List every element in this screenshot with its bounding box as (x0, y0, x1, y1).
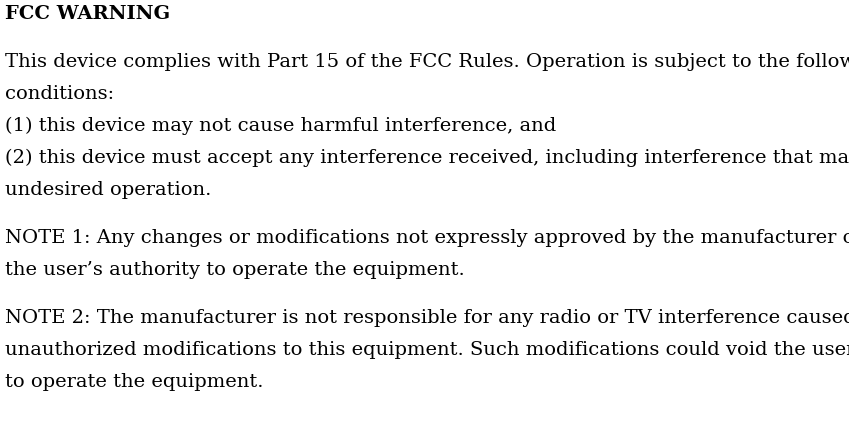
Text: NOTE 1: Any changes or modifications not expressly approved by the manufacturer : NOTE 1: Any changes or modifications not… (5, 229, 849, 247)
Text: This device complies with Part 15 of the FCC Rules. Operation is subject to the : This device complies with Part 15 of the… (5, 53, 849, 71)
Text: to operate the equipment.: to operate the equipment. (5, 373, 263, 391)
Text: (2) this device must accept any interference received, including interference th: (2) this device must accept any interfer… (5, 149, 849, 167)
Text: unauthorized modifications to this equipment. Such modifications could void the : unauthorized modifications to this equip… (5, 341, 849, 359)
Text: (1) this device may not cause harmful interference, and: (1) this device may not cause harmful in… (5, 117, 556, 135)
Text: the user’s authority to operate the equipment.: the user’s authority to operate the equi… (5, 261, 464, 279)
Text: conditions:: conditions: (5, 85, 114, 103)
Text: FCC WARNING: FCC WARNING (5, 5, 170, 23)
Text: NOTE 2: The manufacturer is not responsible for any radio or TV interference cau: NOTE 2: The manufacturer is not responsi… (5, 309, 849, 327)
Text: undesired operation.: undesired operation. (5, 181, 211, 199)
